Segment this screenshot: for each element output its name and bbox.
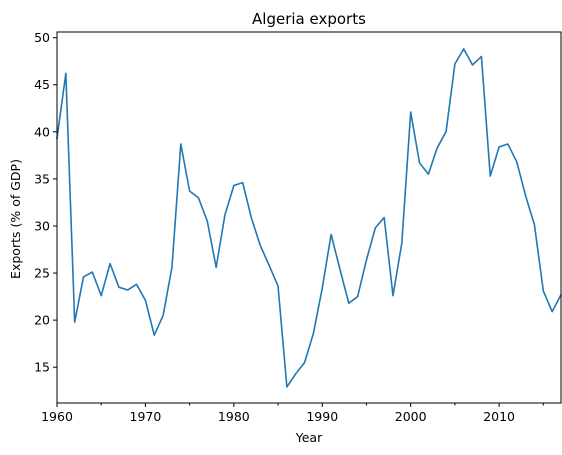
- y-tick-label-15: 15: [34, 360, 50, 375]
- x-tick-label-1960: 1960: [41, 409, 73, 424]
- y-axis: 15 20 25 30 35 40 45 50: [34, 30, 57, 375]
- x-tick-label-2010: 2010: [483, 409, 515, 424]
- y-axis-label: Exports (% of GDP): [8, 159, 23, 279]
- chart-title: Algeria exports: [252, 10, 366, 28]
- x-tick-label-1980: 1980: [218, 409, 250, 424]
- x-tick-label-1990: 1990: [306, 409, 338, 424]
- y-tick-label-40: 40: [34, 124, 50, 139]
- y-tick-label-50: 50: [34, 30, 50, 45]
- x-axis: 1960 1970 1980 1990 2000 2010: [41, 403, 544, 424]
- series-line-0: [56, 48, 562, 388]
- plot-area: [56, 31, 562, 404]
- y-tick-label-35: 35: [34, 171, 50, 186]
- y-tick-label-45: 45: [34, 77, 50, 92]
- x-axis-label: Year: [295, 430, 323, 445]
- y-tick-label-30: 30: [34, 218, 50, 233]
- x-tick-label-2000: 2000: [395, 409, 427, 424]
- x-tick-label-1970: 1970: [130, 409, 162, 424]
- plot-frame: [56, 31, 562, 404]
- y-tick-label-20: 20: [34, 313, 50, 328]
- y-tick-label-25: 25: [34, 266, 50, 281]
